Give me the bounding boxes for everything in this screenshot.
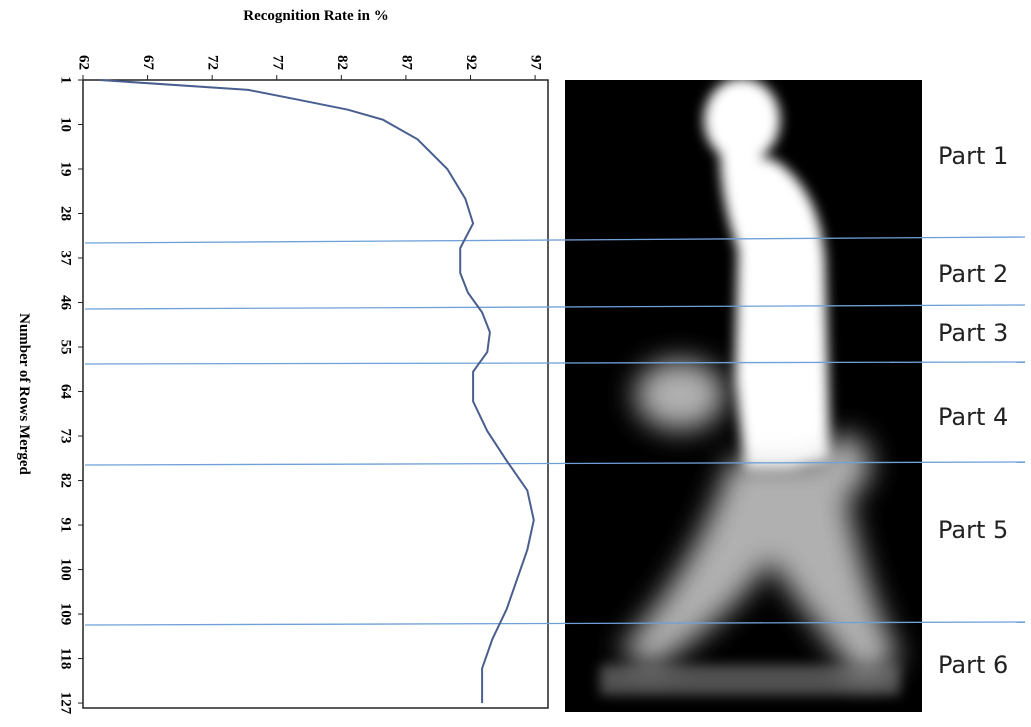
- row-tick-label: 28: [58, 206, 74, 221]
- plot-frame: [82, 79, 549, 709]
- row-tick-label: 10: [58, 117, 74, 132]
- part-label: Part 3: [938, 319, 1008, 347]
- row-tick-label: 91: [58, 518, 74, 533]
- part-label: Part 4: [938, 403, 1008, 431]
- part-label: Part 6: [938, 651, 1008, 679]
- row-tick-label: 82: [58, 473, 74, 488]
- axis-title: Number of Rows Merged: [16, 313, 32, 475]
- row-tick-label: 1: [58, 76, 74, 84]
- rate-tick-label: 87: [398, 55, 414, 71]
- row-tick-label: 109: [58, 603, 74, 626]
- row-tick-label: 127: [58, 692, 74, 715]
- row-tick-label: 55: [58, 340, 74, 355]
- row-tick-label: 100: [58, 558, 74, 581]
- rate-tick-label: 92: [463, 55, 479, 70]
- row-tick-label: 46: [58, 295, 74, 311]
- part-label: Part 2: [938, 260, 1008, 288]
- rate-tick-label: 62: [76, 55, 92, 70]
- rate-tick-label: 82: [334, 55, 350, 70]
- chart-title: Recognition Rate in %: [243, 8, 388, 24]
- rate-tick-label: 97: [528, 55, 544, 71]
- part-dividers: [84, 236, 1026, 626]
- part-label: Part 5: [938, 516, 1008, 544]
- rate-tick-label: 67: [140, 55, 156, 71]
- row-tick-label: 37: [58, 251, 74, 267]
- part-label: Part 1: [938, 142, 1008, 170]
- silhouette-image: [565, 78, 922, 712]
- row-tick-label: 64: [58, 384, 74, 400]
- row-tick-label: 118: [58, 648, 74, 670]
- row-tick-label: 19: [58, 162, 74, 177]
- rate-tick-label: 72: [205, 55, 221, 70]
- rate-curve: [99, 79, 535, 704]
- rate-tick-label: 77: [269, 55, 285, 71]
- row-tick-label: 73: [58, 429, 74, 444]
